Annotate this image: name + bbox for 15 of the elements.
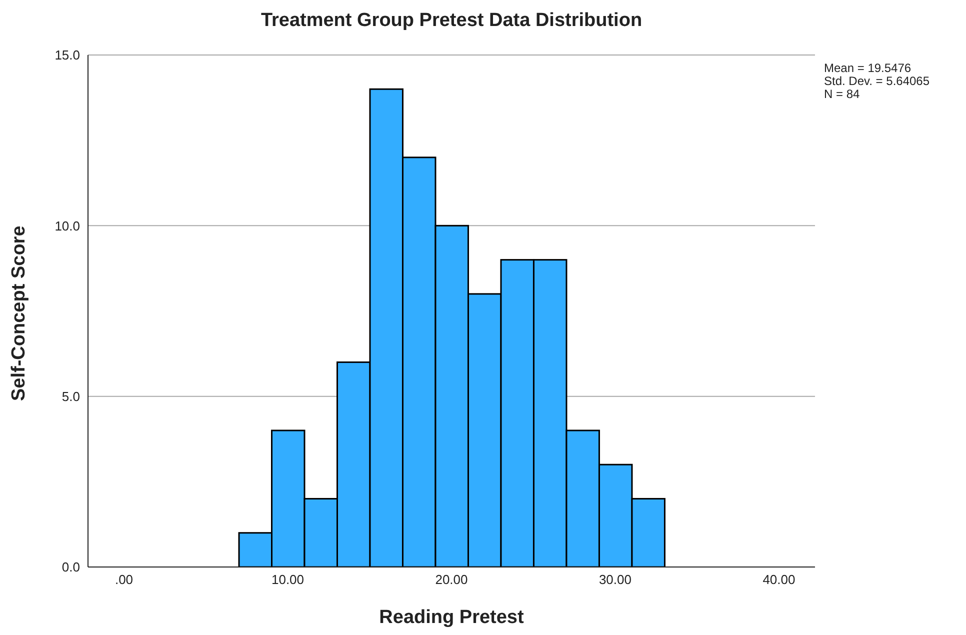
- y-tick-label: 15.0: [54, 48, 80, 63]
- x-tick-label: 30.00: [598, 572, 632, 588]
- text: Mean = 19.5476: [824, 61, 912, 75]
- y-axis-title: Self-Concept Score: [8, 226, 30, 401]
- x-tick-label: 40.00: [762, 572, 796, 588]
- x-tick-label: 20.00: [435, 572, 468, 588]
- chart-title: Treatment Group Pretest Data Distribution: [260, 10, 644, 32]
- x-tick-label: 10.00: [271, 572, 304, 588]
- text: N = 84: [824, 87, 861, 101]
- y-tick-label: 5.0: [62, 388, 80, 404]
- text: Std. Dev. = 5.64065: [824, 74, 930, 88]
- y-tick-label: 0.0: [62, 560, 80, 575]
- x-axis-title: Reading Pretest: [379, 607, 524, 628]
- y-tick-label: 10.0: [54, 218, 80, 234]
- x-tick-label: .00: [114, 572, 134, 588]
